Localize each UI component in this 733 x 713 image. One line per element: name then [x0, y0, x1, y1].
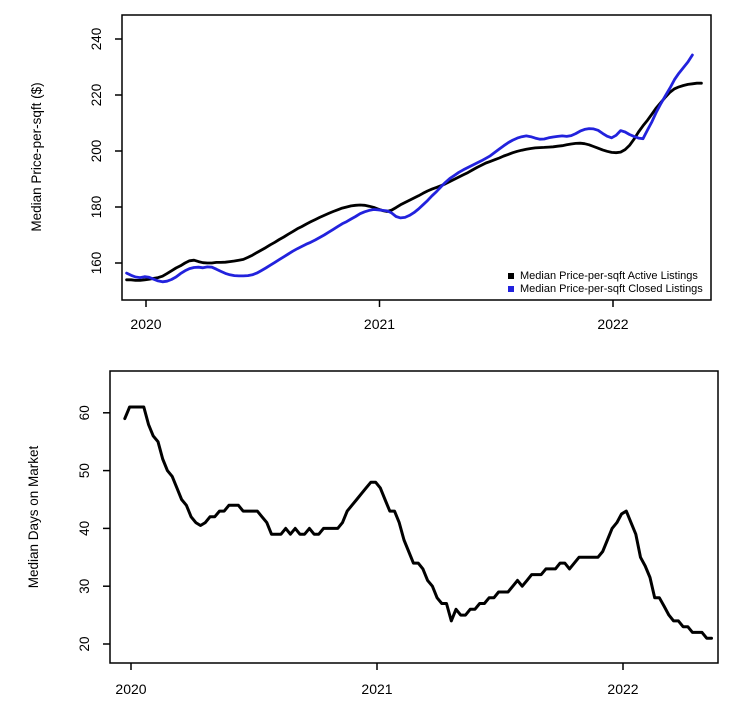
- x-tick-label: 2020: [115, 681, 146, 697]
- price-per-sqft-chart: 160 180 200 220 240 2020 2021 2022 Median Price…: [0, 0, 733, 356]
- plot-frame: [109, 370, 719, 664]
- series-line-1: [125, 53, 694, 284]
- y-tick-label: 30: [77, 579, 92, 594]
- legend-item-closed-listings: Median Price-per-sqft Closed Listings: [508, 283, 703, 296]
- y-tick-label: 60: [77, 405, 92, 420]
- active-series-swatch-icon: [508, 273, 514, 280]
- plot-frame: [121, 14, 712, 301]
- x-tick-label: 2022: [597, 316, 628, 332]
- series-line-0: [125, 81, 703, 282]
- y-tick-label: 180: [89, 196, 104, 219]
- x-tick-label: 2020: [130, 316, 161, 332]
- price-y-axis-title: Median Price-per-sqft ($): [29, 82, 44, 232]
- legend-label-active-listings: Median Price-per-sqft Active Listings: [520, 270, 698, 283]
- days-y-axis-title: Median Days on Market: [26, 445, 41, 589]
- x-tick-label: 2021: [364, 316, 395, 332]
- closed-series-swatch-icon: [508, 285, 514, 292]
- y-tick-label: 200: [89, 140, 104, 163]
- y-tick-label: 160: [89, 252, 104, 275]
- x-tick-label: 2022: [607, 681, 638, 697]
- y-tick-label: 220: [89, 84, 104, 107]
- price-per-sqft-chart-canvas: 160 180 200 220 240 2020 2021 2022: [89, 14, 712, 332]
- y-tick-label: 240: [89, 28, 104, 51]
- x-tick-label: 2021: [361, 681, 392, 697]
- series-line-0: [123, 405, 713, 640]
- days-on-market-chart: 20 30 40 50 60 2020 2021 2022 Median Days on Ma…: [0, 356, 733, 713]
- legend-item-active-listings: Median Price-per-sqft Active Listings: [508, 270, 703, 283]
- y-tick-label: 50: [77, 463, 92, 478]
- legend-label-closed-listings: Median Price-per-sqft Closed Listings: [520, 282, 703, 295]
- days-on-market-chart-canvas: 20 30 40 50 60 2020 2021 2022: [77, 370, 719, 697]
- y-tick-label: 20: [77, 636, 92, 651]
- y-tick-label: 40: [77, 521, 92, 536]
- price-chart-legend: Median Price-per-sqft Active Listings Me…: [508, 270, 703, 295]
